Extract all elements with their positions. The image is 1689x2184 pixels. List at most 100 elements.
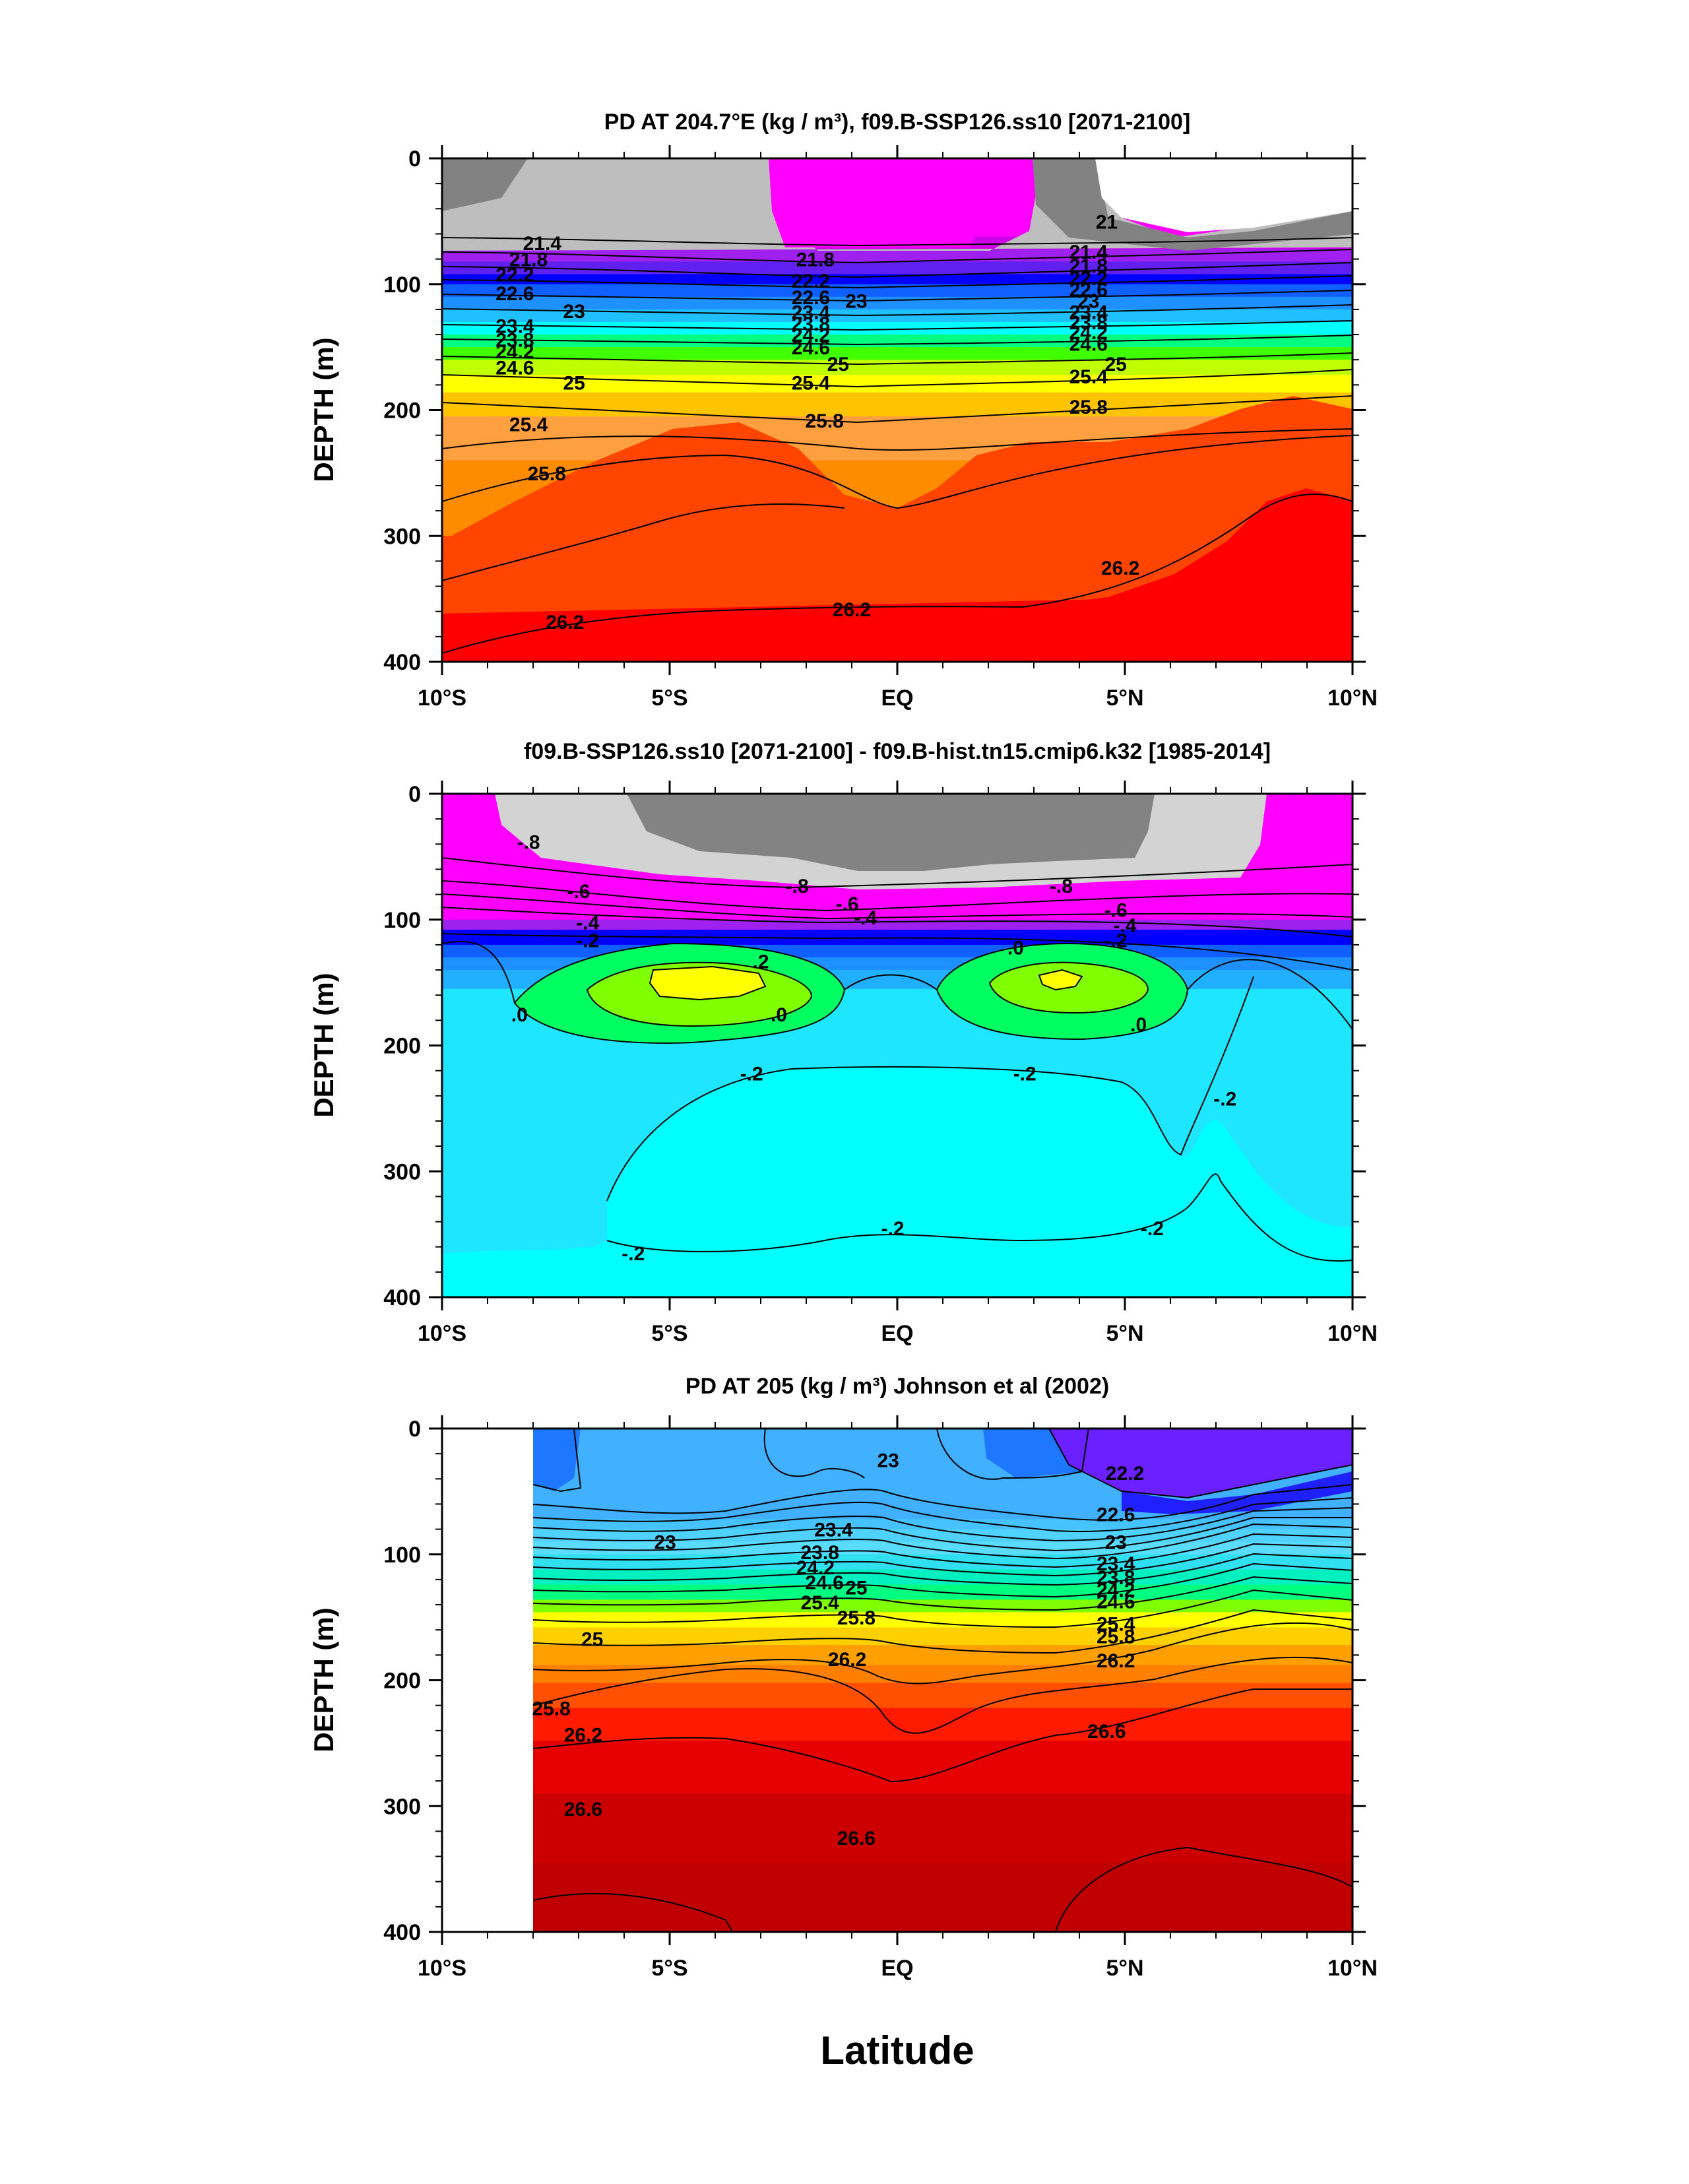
svg-text:22.6: 22.6 <box>792 287 830 309</box>
svg-text:25.4: 25.4 <box>792 373 831 395</box>
panel-3-contour-label-11: 25.8 <box>837 1607 876 1629</box>
svg-text:21: 21 <box>1096 211 1118 233</box>
svg-text:26.6: 26.6 <box>1087 1721 1126 1743</box>
panel-1-contour-label-38: 26.2 <box>1101 558 1139 579</box>
svg-text:-.6: -.6 <box>1104 899 1128 921</box>
panel-2-contour-label-6: .0 <box>771 1004 787 1026</box>
svg-text:25.8: 25.8 <box>1097 1626 1135 1648</box>
svg-text:26.2: 26.2 <box>546 612 584 633</box>
panel-3-xtick-label-0: 10°S <box>418 1956 466 1981</box>
panel-3-contour-label-12: 26.2 <box>828 1649 866 1671</box>
panel-1-contour-label-7: 24.2 <box>495 341 534 363</box>
panel-2-ytick-label-3: 300 <box>383 1159 421 1184</box>
panel-1-contour-label-36: 25.4 <box>1069 366 1108 388</box>
panel-2-xtick-label-4: 10°N <box>1327 1321 1378 1346</box>
svg-text:24.2: 24.2 <box>792 325 830 346</box>
svg-text:23.4: 23.4 <box>792 302 831 324</box>
panel-1-ytick-label-4: 400 <box>383 650 421 675</box>
panel-2-xtick-label-3: 5°N <box>1106 1321 1143 1346</box>
svg-text:-.2: -.2 <box>1104 930 1128 951</box>
svg-text:21.8: 21.8 <box>1069 255 1108 277</box>
panel-1-contour-label-23: 25.8 <box>805 410 843 432</box>
panel-1: PD AT 204.7°E (kg / m³), f09.B-SSP126.ss… <box>308 110 1378 711</box>
panel-1-contour-label-27: 21.8 <box>1069 255 1108 277</box>
panel-3-xtick-label-4: 10°N <box>1327 1956 1378 1981</box>
panel-1-contour-label-22: 25.4 <box>792 373 831 395</box>
panel-2-contour-label-5: .2 <box>752 951 769 973</box>
svg-text:-.4: -.4 <box>854 907 877 929</box>
panel-3-band-8 <box>442 1612 1353 1628</box>
panel-3-contour-label-0: 23 <box>877 1450 899 1472</box>
svg-text:26.2: 26.2 <box>828 1649 866 1671</box>
svg-text:-.2: -.2 <box>621 1243 645 1265</box>
panel-3-xtick-label-2: EQ <box>881 1956 913 1981</box>
panel-3-contour-label-9: 25 <box>845 1577 867 1599</box>
panel-1-contour-label-2: 22.2 <box>495 264 534 286</box>
panel-2-contour-label-10: .0 <box>1007 938 1024 959</box>
svg-text:26.2: 26.2 <box>564 1725 602 1747</box>
svg-text:25: 25 <box>827 354 849 375</box>
panel-1-contour-label-19: 24.2 <box>792 325 830 346</box>
panel-1-dark-gray-left <box>442 158 528 211</box>
panel-3-contour-label-1: 22.2 <box>1106 1463 1144 1485</box>
panel-3-contour-label-17: 25.4 <box>1097 1614 1135 1636</box>
panel-2-contour-label-13: -.4 <box>1113 915 1136 936</box>
panel-1-ytick-label-0: 0 <box>408 146 421 172</box>
panel-3-contour-label-16: 24.6 <box>1097 1591 1135 1613</box>
panel-1-contour-label-34: 24.6 <box>1069 333 1108 355</box>
panel-3-xtick-label-3: 5°N <box>1106 1956 1143 1981</box>
svg-text:23: 23 <box>845 291 867 313</box>
panel-1-contour-label-24: 26.2 <box>833 599 871 621</box>
panel-3-ytick-label-2: 200 <box>383 1669 421 1694</box>
panel-2-ylabel: DEPTH (m) <box>308 973 339 1117</box>
panel-2-plot: -.8-.6-.4-.2.0.2.0-.8-.6-.4.0-.8-.6-.4-.… <box>442 794 1353 1297</box>
panel-1-xtick-label-3: 5°N <box>1106 686 1143 711</box>
svg-text:23: 23 <box>877 1450 899 1472</box>
panel-3-no-data <box>442 1429 533 1932</box>
svg-text:-.6: -.6 <box>836 893 859 915</box>
panel-2-xtick-label-0: 10°S <box>418 1321 466 1346</box>
svg-text:26.2: 26.2 <box>1097 1650 1135 1672</box>
panel-3-band-16 <box>442 1863 1353 1932</box>
panel-2-contour-label-12: -.6 <box>1104 899 1128 921</box>
svg-text:25.4: 25.4 <box>801 1592 840 1614</box>
svg-text:25: 25 <box>563 373 585 395</box>
panel-3: PD AT 205 (kg / m³) Johnson et al (2002) <box>308 1374 1378 1981</box>
svg-text:24.6: 24.6 <box>792 337 830 359</box>
panel-1-band-3 <box>442 261 1353 275</box>
panel-1-contour-lines <box>442 237 1353 654</box>
panel-2-contour-label-9: -.4 <box>854 907 877 929</box>
svg-text:24.6: 24.6 <box>1069 333 1108 355</box>
panel-1-band-12 <box>442 375 1353 393</box>
panel-1-xtick-label-0: 10°S <box>418 686 466 711</box>
panel-3-ytick-label-1: 100 <box>383 1543 421 1568</box>
svg-text:25.8: 25.8 <box>805 410 843 432</box>
panel-3-xtick-label-1: 5°S <box>651 1956 687 1981</box>
panel-3-band-11 <box>442 1665 1353 1684</box>
svg-text:24.6: 24.6 <box>495 358 534 379</box>
svg-text:-.4: -.4 <box>576 913 599 934</box>
panel-1-contour-label-16: 23 <box>845 291 867 313</box>
svg-text:23: 23 <box>563 301 585 323</box>
panel-3-contour-label-2: 22.6 <box>1097 1504 1135 1526</box>
panel-1-band-6 <box>442 296 1353 310</box>
panel-1-contour-label-20: 24.6 <box>792 337 830 359</box>
panel-3-contour-label-13: 23.4 <box>1097 1553 1135 1575</box>
svg-text:24.2: 24.2 <box>796 1557 835 1579</box>
panel-3-ytick-label-4: 400 <box>383 1920 421 1945</box>
svg-text:-.4: -.4 <box>1113 915 1136 936</box>
svg-text:22.2: 22.2 <box>1069 268 1108 290</box>
svg-text:-.8: -.8 <box>1050 876 1073 897</box>
panel-1-contour-label-12: 26.2 <box>546 612 584 633</box>
svg-text:-.2: -.2 <box>1141 1218 1164 1240</box>
panel-1-contour-label-37: 25.8 <box>1069 397 1108 418</box>
panel-2-contour-label-2: -.4 <box>576 913 599 934</box>
svg-text:23.8: 23.8 <box>495 330 534 352</box>
panel-1-ytick-label-2: 200 <box>383 399 421 424</box>
panel-1-contour-label-28: 22.2 <box>1069 268 1108 290</box>
panel-3-contour-label-5: 23.4 <box>814 1520 853 1541</box>
svg-text:25.4: 25.4 <box>1097 1614 1135 1636</box>
svg-text:21.8: 21.8 <box>509 249 548 271</box>
svg-text:25.8: 25.8 <box>837 1607 876 1629</box>
panel-1-xtick-label-2: EQ <box>881 686 913 711</box>
